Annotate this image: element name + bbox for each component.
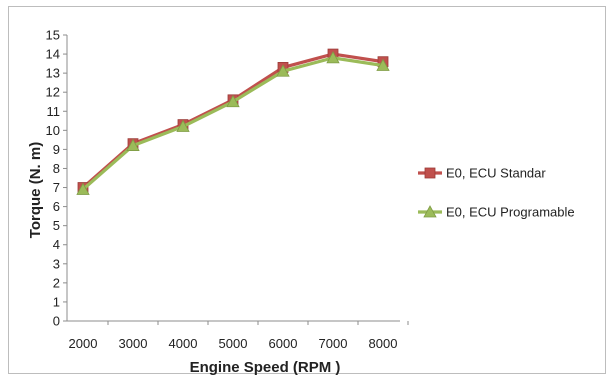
y-tick-label: 1 bbox=[53, 294, 60, 309]
series-line bbox=[81, 56, 384, 191]
x-tick-label: 2000 bbox=[69, 336, 98, 351]
y-tick-label: 2 bbox=[53, 275, 60, 290]
chart-legend: E0, ECU Standar E0, ECU Programable bbox=[418, 166, 575, 220]
x-tick-label: 6000 bbox=[269, 336, 298, 351]
legend-item: E0, ECU Standar bbox=[418, 166, 546, 181]
x-tick-label: 8000 bbox=[369, 336, 398, 351]
y-tick-label: 5 bbox=[53, 218, 60, 233]
x-tick-label: 7000 bbox=[319, 336, 348, 351]
y-tick-label: 8 bbox=[53, 161, 60, 176]
data-point-triangle bbox=[126, 138, 140, 151]
y-tick-label: 14 bbox=[46, 47, 60, 62]
data-point-triangle bbox=[276, 64, 290, 77]
x-tick-label: 4000 bbox=[169, 336, 198, 351]
legend-label: E0, ECU Standar bbox=[446, 166, 546, 181]
y-tick-label: 9 bbox=[53, 142, 60, 157]
y-tick-label: 13 bbox=[46, 66, 60, 81]
y-tick-label: 3 bbox=[53, 256, 60, 271]
data-point-triangle bbox=[423, 205, 437, 218]
legend-label: E0, ECU Programable bbox=[446, 205, 575, 220]
data-point-triangle bbox=[326, 51, 340, 64]
x-tick-label: 5000 bbox=[219, 336, 248, 351]
data-point-triangle bbox=[376, 58, 390, 71]
y-tick-label: 7 bbox=[53, 180, 60, 195]
series-line bbox=[81, 52, 384, 189]
chart-series bbox=[76, 48, 390, 195]
data-point-triangle bbox=[76, 182, 90, 195]
legend-item: E0, ECU Programable bbox=[418, 205, 575, 220]
y-tick-label: 15 bbox=[46, 28, 60, 43]
y-tick-label: 12 bbox=[46, 85, 60, 100]
series-1 bbox=[77, 48, 389, 193]
x-axis-title: Engine Speed (RPM ) bbox=[190, 359, 341, 376]
data-point-triangle bbox=[226, 94, 240, 108]
x-tick-label: 3000 bbox=[119, 336, 148, 351]
data-point-triangle bbox=[176, 119, 190, 132]
y-tick-label: 11 bbox=[47, 104, 61, 119]
y-tick-label: 10 bbox=[46, 123, 60, 138]
data-point-square bbox=[424, 167, 436, 179]
y-tick-label: 6 bbox=[53, 199, 60, 214]
y-tick-label: 4 bbox=[53, 237, 60, 252]
chart-frame bbox=[8, 6, 606, 374]
y-tick-label: 0 bbox=[53, 314, 60, 329]
series-2 bbox=[76, 51, 390, 195]
y-axis-title: Torque (N. m) bbox=[27, 142, 44, 238]
